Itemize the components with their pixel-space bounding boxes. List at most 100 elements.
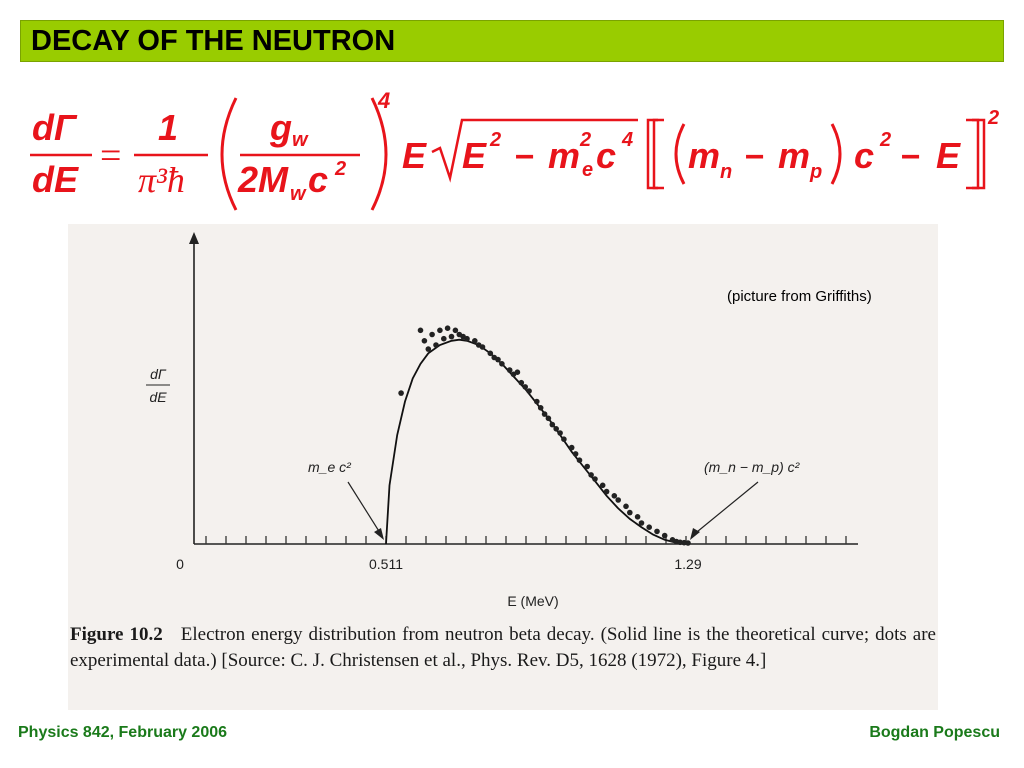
svg-text:m: m	[778, 135, 810, 176]
svg-text:2: 2	[579, 129, 591, 151]
data-point	[561, 436, 567, 442]
svg-text:e: e	[582, 159, 593, 181]
svg-text:c: c	[854, 135, 874, 176]
data-point	[444, 325, 451, 331]
svg-text:w: w	[290, 183, 307, 205]
formula-exp-2: 2	[987, 107, 999, 129]
slide-title: DECAY OF THE NEUTRON	[31, 25, 396, 57]
footer-course: Physics 842, February 2006	[18, 724, 228, 741]
formula-E: E	[402, 135, 427, 176]
data-point	[615, 497, 621, 503]
data-point	[545, 415, 552, 422]
formula-lhs-denominator: dE	[32, 159, 79, 200]
svg-text:w: w	[292, 129, 309, 151]
y-axis-label-numerator: dΓ	[150, 366, 167, 382]
data-point	[634, 514, 641, 520]
svg-text:c: c	[308, 159, 328, 200]
data-point	[549, 421, 556, 428]
annotation-arrowhead-mn	[690, 528, 700, 540]
data-point	[526, 388, 532, 394]
caption-label: Figure 10.2	[70, 624, 163, 645]
data-point	[646, 524, 652, 530]
annotation-arrow-mn	[691, 481, 759, 537]
data-point	[441, 335, 447, 342]
data-point	[599, 482, 606, 489]
data-point	[464, 335, 470, 342]
svg-text:4: 4	[621, 129, 633, 151]
data-point	[437, 327, 443, 334]
data-point	[472, 338, 478, 344]
svg-text:E: E	[936, 135, 961, 176]
data-point	[534, 398, 540, 405]
formula-equals: =	[100, 135, 121, 177]
svg-text:2: 2	[879, 129, 891, 151]
data-point	[592, 476, 598, 482]
x-tick-label: 0.511	[369, 556, 403, 572]
annotation-arrow-me	[347, 481, 383, 537]
data-point	[584, 463, 590, 470]
svg-text:p: p	[809, 161, 822, 183]
data-point	[654, 528, 660, 535]
theory-curve	[385, 338, 689, 545]
data-point	[452, 327, 459, 334]
svg-text:n: n	[720, 161, 732, 183]
data-point	[685, 540, 691, 546]
formula-gw: g	[269, 107, 292, 148]
formula-lhs-numerator: dΓ	[32, 107, 78, 148]
title-bar: DECAY OF THE NEUTRON	[20, 20, 1004, 62]
data-point	[479, 344, 486, 350]
data-point	[588, 472, 594, 478]
picture-credit: (picture from Griffiths)	[727, 288, 872, 305]
data-point	[506, 367, 513, 373]
data-point	[611, 493, 618, 499]
energy-distribution-chart: 0 0.511 1.29 E (MeV) dΓ dE m_e c² (m_n − m_p) c…	[146, 232, 858, 609]
data-point	[514, 369, 521, 375]
svg-text:2: 2	[489, 129, 501, 151]
data-point	[522, 384, 528, 390]
data-point	[417, 327, 424, 334]
data-point	[487, 350, 494, 357]
svg-text:c: c	[596, 135, 616, 176]
data-point	[495, 356, 501, 363]
formula-pi-hbar: π³ħ	[138, 160, 185, 200]
data-point	[623, 503, 629, 510]
formula-2mw: 2M	[237, 159, 289, 200]
data-point	[557, 430, 563, 436]
data-point	[499, 361, 505, 367]
data-point	[572, 451, 579, 457]
annotation-mn-mp-c2: (m_n − m_p) c²	[704, 459, 801, 475]
data-point	[627, 509, 633, 516]
data-point	[603, 488, 610, 495]
x-axis-label: E (MeV)	[507, 593, 558, 609]
data-point	[576, 457, 583, 463]
svg-text:m: m	[548, 135, 580, 176]
footer-author: Bogdan Popescu	[869, 724, 1000, 741]
decay-rate-formula: dΓ dE = 1 π³ħ g w 2M w c 2 4 E E 2 − m 2…	[30, 88, 999, 211]
data-point	[638, 520, 645, 526]
caption-text: Electron energy distribution from neutro…	[70, 624, 936, 671]
x-tick-label: 0	[176, 556, 184, 572]
data-point	[421, 338, 428, 344]
data-point	[425, 346, 432, 352]
data-point	[429, 331, 435, 338]
data-point	[448, 333, 455, 340]
x-tick-label: 1.29	[674, 556, 701, 572]
annotation-arrowhead-me	[374, 528, 384, 540]
y-axis-label-denominator: dE	[149, 389, 167, 405]
svg-text:E: E	[462, 135, 487, 176]
data-point	[537, 405, 544, 411]
figure-caption: Figure 10.2 Electron energy distribution…	[70, 622, 936, 674]
data-point	[433, 342, 439, 348]
svg-text:−: −	[744, 138, 764, 176]
y-axis-arrow	[189, 232, 199, 244]
data-point	[553, 426, 559, 432]
svg-text:−: −	[514, 138, 534, 176]
griffiths-figure: 0 0.511 1.29 E (MeV) dΓ dE m_e c² (m_n − m_p) c…	[68, 224, 938, 710]
data-point	[661, 532, 668, 539]
annotation-me-c2: m_e c²	[308, 459, 352, 475]
data-point	[568, 444, 575, 451]
formula-exp-4: 4	[377, 88, 390, 113]
svg-text:m: m	[688, 135, 720, 176]
svg-text:−: −	[900, 138, 920, 176]
data-point	[541, 411, 548, 417]
